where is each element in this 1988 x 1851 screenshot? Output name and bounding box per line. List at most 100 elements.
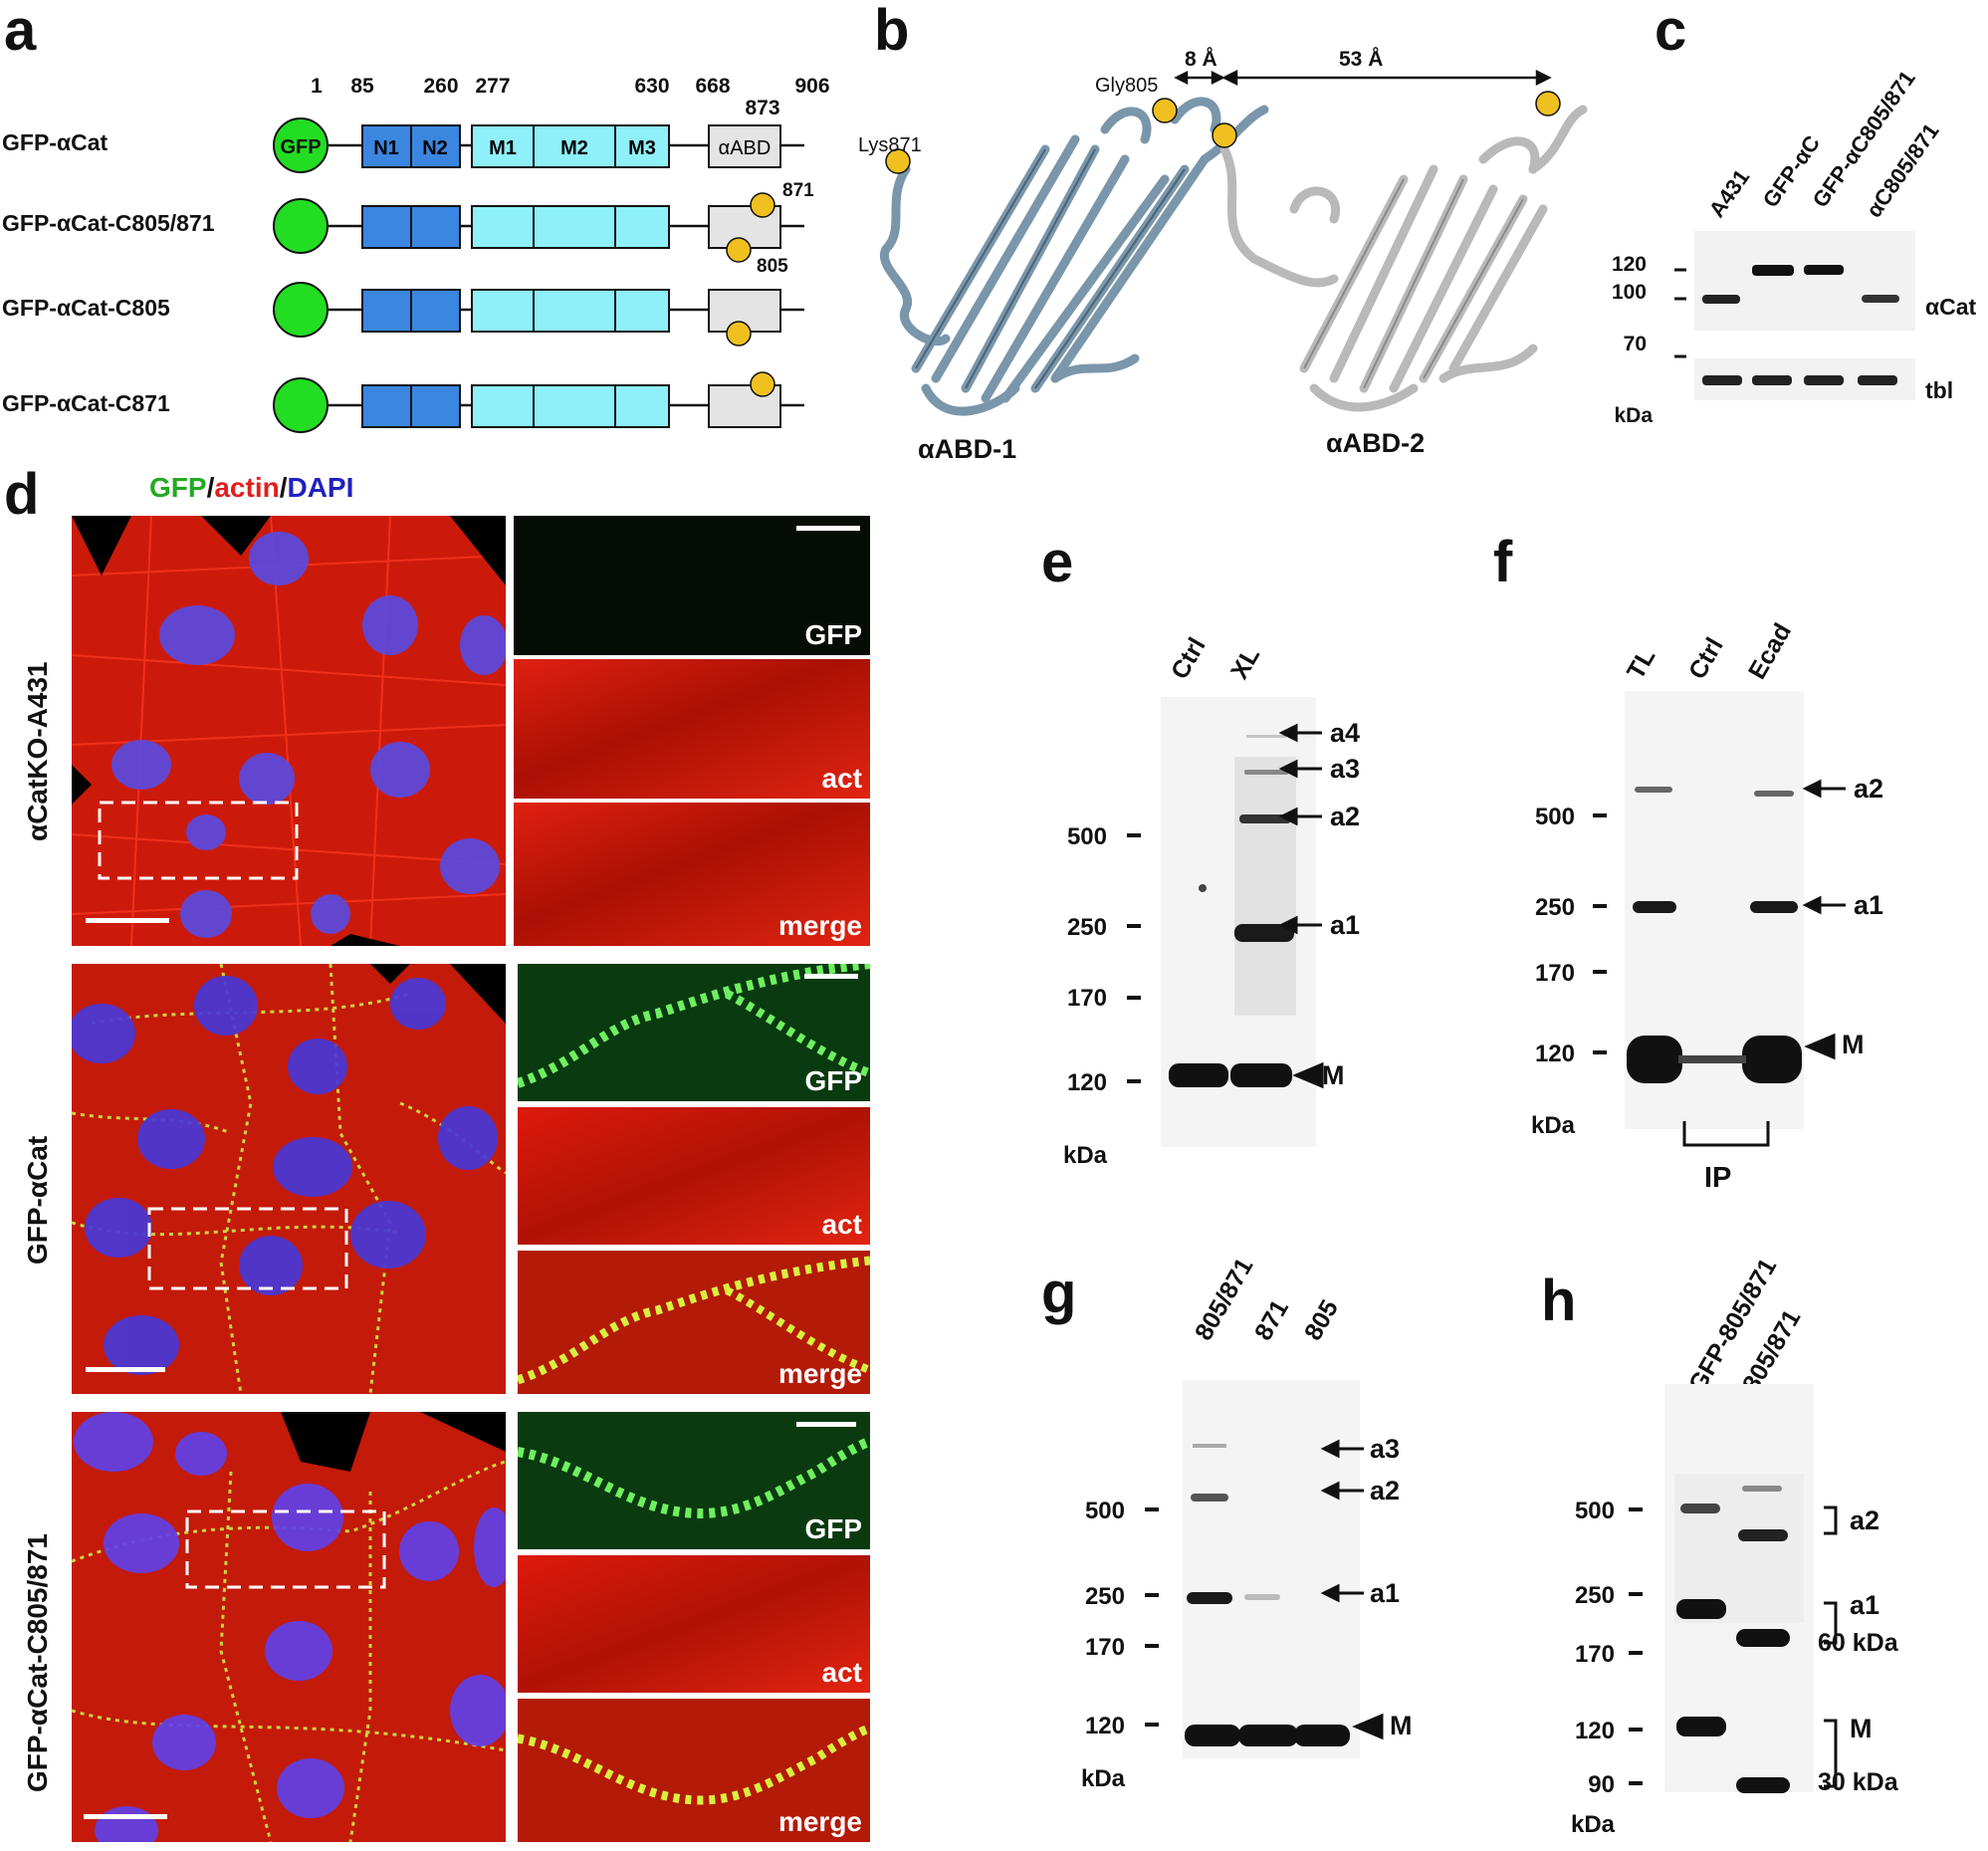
pos-277: 277: [475, 75, 510, 98]
svg-text:αABD: αABD: [719, 137, 772, 159]
construct-label: GFP-αCat-C871: [2, 390, 170, 416]
svg-text:kDa: kDa: [1081, 1765, 1126, 1792]
inset-acatko-actin: act: [514, 659, 870, 799]
svg-text:250: 250: [1535, 894, 1575, 921]
svg-text:500: 500: [1067, 823, 1107, 850]
bracket-m: [1824, 1719, 1838, 1788]
band-a1: a1: [1854, 890, 1883, 920]
pos-630: 630: [634, 75, 669, 98]
svg-text:120: 120: [1575, 1718, 1615, 1744]
panel-e-western-blot: Ctrl XL 500 250 170 120 kDa a4 a3 a2 a1 …: [1063, 633, 1360, 1169]
svg-text:N2: N2: [422, 137, 448, 159]
svg-text:170: 170: [1067, 985, 1107, 1012]
construct-row-3: GFP-αCat-C805: [2, 282, 804, 347]
lane-ecad: Ecad: [1743, 618, 1797, 684]
bracket-label-30kda: 30 kDa: [1818, 1768, 1899, 1796]
pos-1: 1: [311, 75, 323, 98]
panel-label-b: b: [874, 0, 910, 63]
lane-a431: A431: [1704, 164, 1755, 221]
micrograph-acatko-overview: [72, 516, 506, 946]
svg-text:170: 170: [1085, 1634, 1125, 1661]
panel-b-structure: 8 Å 53 Å Gly805 Lys871 αABD-1 αABD-2: [858, 47, 1588, 464]
svg-text:120: 120: [1612, 253, 1647, 276]
svg-text:kDa: kDa: [1063, 1142, 1108, 1169]
abd1-label: αABD-1: [918, 434, 1016, 464]
construct-label: GFP-αCat: [2, 129, 108, 155]
ip-bracket: [1682, 1121, 1770, 1147]
abd-2-structure: [1219, 105, 1588, 412]
crosslink-site-871: [750, 192, 775, 218]
band-monomer: M: [1842, 1030, 1865, 1059]
lane-ctrl: Ctrl: [1683, 633, 1729, 684]
panel-label-c: c: [1655, 0, 1687, 63]
lane-871: 871: [1249, 1295, 1294, 1345]
svg-text:805: 805: [757, 256, 788, 277]
band-label-tbl: tbl: [1925, 377, 1953, 403]
pos-85: 85: [350, 75, 374, 98]
gly805-label: Gly805: [1095, 75, 1158, 97]
panel-label-g: g: [1041, 1261, 1077, 1325]
ip-label: IP: [1704, 1162, 1731, 1194]
micrograph-gfp-acat-c805-overview: [72, 1412, 506, 1842]
panel-g-western-blot: 805/871 871 805 500 250 170 120 kDa a3 a…: [1081, 1254, 1413, 1792]
band-a2: a2: [1370, 1476, 1400, 1505]
m-domain: [471, 124, 670, 168]
construct-row-2: GFP-αCat-C805/871 871 805: [2, 180, 814, 277]
lys871-site-1: [885, 148, 911, 174]
bracket-a1: [1824, 1601, 1838, 1645]
pos-906: 906: [794, 75, 829, 98]
svg-text:500: 500: [1085, 1498, 1125, 1524]
svg-text:170: 170: [1575, 1641, 1615, 1668]
lys871-label: Lys871: [858, 134, 922, 156]
band-monomer: M: [1322, 1060, 1345, 1090]
inset-gfp-acat-actin: act: [518, 1107, 870, 1245]
abd-domain: [708, 124, 781, 168]
row-label-acatko: αCatKO-A431: [22, 661, 53, 841]
lane-xl: XL: [1225, 642, 1265, 684]
crosslink-site-805: [726, 237, 752, 263]
band-a2: a2: [1330, 802, 1360, 831]
svg-text:250: 250: [1575, 1582, 1615, 1609]
gly805-site-2: [1212, 122, 1237, 148]
band-a3: a3: [1330, 754, 1360, 784]
lane-805: 805: [1299, 1295, 1344, 1345]
svg-text:250: 250: [1067, 914, 1107, 941]
svg-text:M2: M2: [560, 137, 588, 159]
svg-text:kDa: kDa: [1614, 404, 1653, 427]
row-label-gfp-acat: GFP-αCat: [22, 1135, 53, 1265]
pos-668: 668: [695, 75, 730, 98]
panel-h-western-blot: GFP-805/871 805/871 500 250 170 120 90 k…: [1571, 1254, 1899, 1838]
svg-text:M3: M3: [628, 137, 656, 159]
row-label-gfp-acat-c805: GFP-αCat-C805/871: [22, 1533, 53, 1792]
svg-text:120: 120: [1535, 1041, 1575, 1067]
panel-label-a: a: [4, 0, 37, 63]
svg-text:250: 250: [1085, 1583, 1125, 1610]
construct-label: GFP-αCat-C805: [2, 295, 170, 321]
abd-1-structure: [879, 97, 1269, 416]
inset-gfp-acat-c805-merge: merge: [518, 1699, 870, 1842]
band-monomer: M: [1390, 1711, 1413, 1740]
crosslink-site-805: [726, 321, 752, 347]
svg-text:871: 871: [782, 180, 814, 201]
bracket-label-a1: a1: [1850, 1590, 1879, 1620]
distance-arrows: [1174, 69, 1552, 87]
svg-text:GFP: GFP: [280, 136, 321, 158]
band-a4: a4: [1330, 718, 1360, 748]
svg-text:90: 90: [1588, 1771, 1615, 1798]
band-a2: a2: [1854, 774, 1883, 804]
panel-label-h: h: [1541, 1269, 1577, 1333]
svg-text:120: 120: [1067, 1069, 1107, 1096]
construct-label: GFP-αCat-C805/871: [2, 210, 215, 236]
svg-text:120: 120: [1085, 1713, 1125, 1739]
inset-acatko-gfp: GFP: [514, 516, 870, 655]
lane-ctrl: Ctrl: [1166, 633, 1212, 684]
svg-text:N1: N1: [373, 137, 399, 159]
abd2-label: αABD-2: [1326, 428, 1425, 458]
panel-c-western-blot: A431 GFP-αC GFP-αC805/871 αC805/871 120 …: [1612, 66, 1977, 427]
svg-text:500: 500: [1575, 1498, 1615, 1524]
band-a1: a1: [1330, 910, 1360, 940]
panel-label-f: f: [1493, 530, 1513, 594]
bracket-label-m: M: [1850, 1714, 1873, 1743]
pos-873: 873: [745, 97, 779, 119]
band-a3: a3: [1370, 1434, 1400, 1464]
